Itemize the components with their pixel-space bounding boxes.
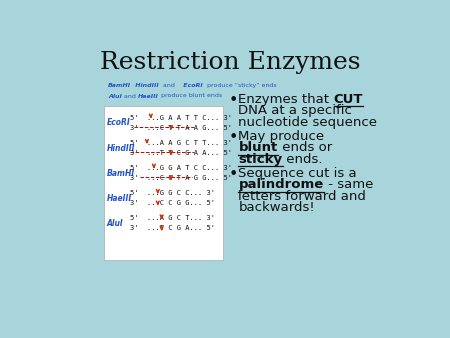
Text: AluI: AluI bbox=[108, 94, 122, 98]
Text: blunt: blunt bbox=[238, 141, 278, 154]
Text: ends or: ends or bbox=[278, 141, 332, 154]
Text: 5'  ...G G C C... 3': 5' ...G G C C... 3' bbox=[130, 190, 215, 196]
Text: Restriction Enzymes: Restriction Enzymes bbox=[100, 51, 361, 74]
Text: 5'  ...A A G C T T... 3': 5' ...A A G C T T... 3' bbox=[130, 140, 232, 146]
Text: CUT: CUT bbox=[333, 93, 363, 106]
Bar bbox=[104, 106, 223, 260]
Text: and: and bbox=[122, 94, 138, 98]
Text: 5'  ...G G A T C C... 3': 5' ...G G A T C C... 3' bbox=[130, 165, 232, 171]
Text: BamHI: BamHI bbox=[108, 83, 131, 88]
Text: 5'  ...G A A T T C... 3': 5' ...G A A T T C... 3' bbox=[130, 115, 232, 121]
Text: Enzymes that: Enzymes that bbox=[238, 93, 333, 106]
Text: 3'  ...C C T A G G... 5': 3' ...C C T A G G... 5' bbox=[130, 175, 232, 180]
Text: produce blunt ends: produce blunt ends bbox=[159, 94, 222, 98]
Text: AluI: AluI bbox=[107, 219, 123, 228]
Text: DNA at a specific: DNA at a specific bbox=[238, 104, 352, 117]
Text: •: • bbox=[228, 130, 238, 145]
Text: sticky: sticky bbox=[238, 153, 283, 166]
Text: 3'  ...C T T A A G... 5': 3' ...C T T A A G... 5' bbox=[130, 125, 232, 130]
Text: Sequence cut is a: Sequence cut is a bbox=[238, 167, 357, 180]
Text: May produce: May produce bbox=[238, 130, 324, 143]
Text: palindrome: palindrome bbox=[238, 178, 324, 191]
Text: nucleotide sequence: nucleotide sequence bbox=[238, 116, 378, 128]
Text: EcoRI: EcoRI bbox=[107, 118, 130, 127]
Text: •: • bbox=[228, 167, 238, 182]
Text: 3'  ...T C G A... 5': 3' ...T C G A... 5' bbox=[130, 225, 215, 232]
Text: BamHI: BamHI bbox=[107, 169, 135, 177]
Text: HaeIII: HaeIII bbox=[138, 94, 159, 98]
Text: 3'  ...C C G G... 5': 3' ...C C G G... 5' bbox=[130, 200, 215, 206]
Text: ends.: ends. bbox=[283, 153, 323, 166]
Text: produce “sticky” ends: produce “sticky” ends bbox=[202, 83, 276, 88]
Text: HindIII: HindIII bbox=[131, 83, 159, 88]
Text: HaeIII: HaeIII bbox=[107, 194, 132, 203]
Text: 5'  ...A G C T... 3': 5' ...A G C T... 3' bbox=[130, 215, 215, 221]
Text: HindIII: HindIII bbox=[107, 144, 135, 153]
Text: letters forward and: letters forward and bbox=[238, 190, 366, 203]
Text: •: • bbox=[228, 93, 238, 108]
Text: and: and bbox=[159, 83, 179, 88]
Text: 3'  ...T T C G A A... 5': 3' ...T T C G A A... 5' bbox=[130, 150, 232, 156]
Text: backwards!: backwards! bbox=[238, 201, 315, 214]
Text: - same: - same bbox=[324, 178, 373, 191]
Text: EcoRI: EcoRI bbox=[179, 83, 203, 88]
